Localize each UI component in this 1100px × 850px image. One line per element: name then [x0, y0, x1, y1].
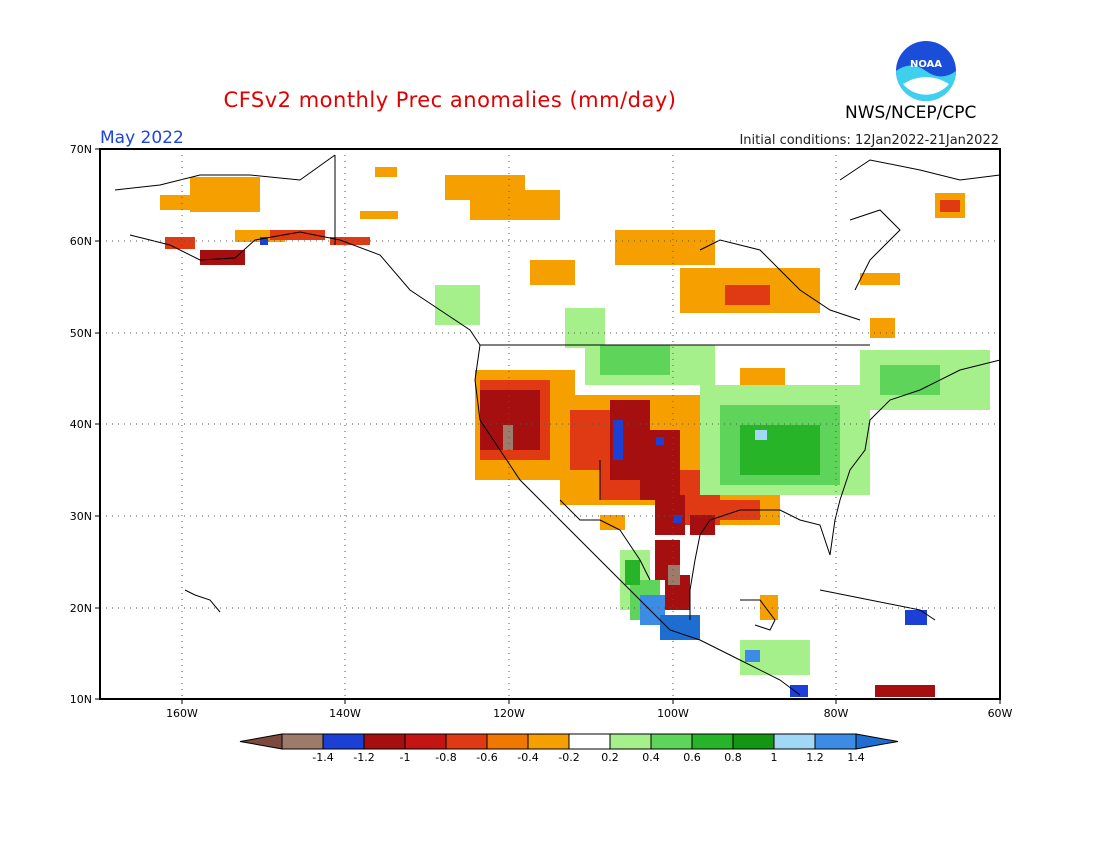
colorbar-swatch: [445, 733, 488, 750]
lat-label: 10N: [70, 693, 92, 706]
colorbar-label: 0.2: [601, 751, 619, 764]
lat-label: 30N: [70, 510, 92, 523]
colorbar: -1.4 -1.2 -1 -0.8 -0.6 -0.4 -0.2 0.2 0.4 0.6 0.8 1 1…: [239, 733, 899, 764]
colorbar-label: -0.8: [435, 751, 456, 764]
lon-label: 160W: [166, 707, 198, 720]
lat-label: 40N: [70, 418, 92, 431]
colorbar-swatch: [363, 733, 406, 750]
colorbar-swatch: [404, 733, 447, 750]
graticule: [100, 149, 1000, 699]
colorbar-label: 0.6: [683, 751, 701, 764]
coastlines: [114, 154, 1001, 696]
colorbar-label: -1.2: [353, 751, 374, 764]
anomaly-blue-wet: [640, 430, 767, 662]
lon-labels: 160W 140W 120W 100W 80W 60W: [166, 707, 1012, 720]
lon-label: 100W: [657, 707, 689, 720]
colorbar-label: 1.4: [847, 751, 865, 764]
lat-labels: 70N 60N 50N 40N 30N 20N 10N: [70, 143, 92, 706]
colorbar-label: 0.4: [642, 751, 660, 764]
colorbar-label: -0.2: [558, 751, 579, 764]
lon-label: 120W: [493, 707, 525, 720]
anomaly-extreme: [260, 237, 927, 697]
lon-label: 80W: [824, 707, 849, 720]
colorbar-label: 1.2: [806, 751, 824, 764]
noaa-logo-text: NOAA: [910, 59, 942, 70]
lat-label: 70N: [70, 143, 92, 156]
map-title: CFSv2 monthly Prec anomalies (mm/day): [223, 88, 677, 112]
organization-label: NWS/NCEP/CPC: [845, 103, 977, 123]
colorbar-swatch: [486, 733, 529, 750]
anomaly-field: [160, 167, 990, 697]
noaa-logo: NOAA: [896, 41, 956, 101]
colorbar-swatch: [568, 733, 611, 750]
lat-label: 20N: [70, 602, 92, 615]
anomaly-dark-green: [625, 425, 820, 585]
colorbar-label: -1: [400, 751, 411, 764]
anomaly-dark-red: [200, 250, 935, 697]
colorbar-label: -0.4: [517, 751, 538, 764]
colorbar-swatch: [281, 733, 324, 750]
lon-label: 140W: [329, 707, 361, 720]
colorbar-swatch: [322, 733, 365, 750]
colorbar-swatch: [814, 733, 857, 750]
axis-ticks: [95, 148, 1001, 704]
lon-label: 60W: [988, 707, 1013, 720]
colorbar-label: -0.6: [476, 751, 497, 764]
colorbar-swatch: [732, 733, 775, 750]
colorbar-label: -1.4: [312, 751, 333, 764]
colorbar-swatch: [773, 733, 816, 750]
colorbar-swatch: [691, 733, 734, 750]
colorbar-label: 0.8: [724, 751, 742, 764]
colorbar-swatch: [650, 733, 693, 750]
forecast-month: May 2022: [100, 128, 184, 148]
lat-label: 60N: [70, 235, 92, 248]
colorbar-swatch: [527, 733, 570, 750]
colorbar-swatch: [609, 733, 652, 750]
colorbar-left-arrow: [239, 733, 283, 750]
initial-conditions-label: Initial conditions: 12Jan2022-21Jan2022: [739, 133, 999, 148]
lat-label: 50N: [70, 327, 92, 340]
colorbar-right-arrow: [855, 733, 899, 750]
colorbar-label: 1: [771, 751, 778, 764]
